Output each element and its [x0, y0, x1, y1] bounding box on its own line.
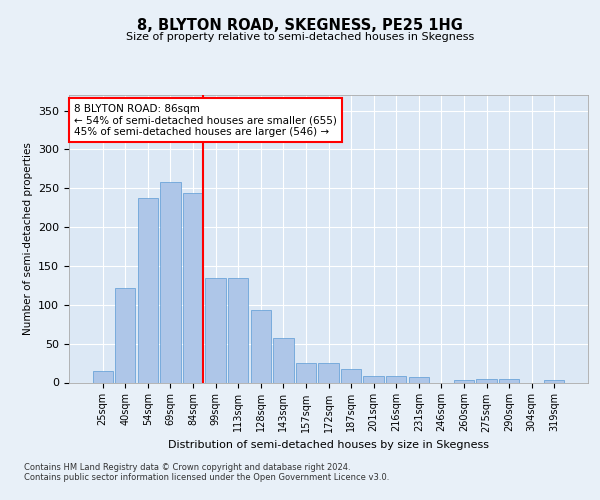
- Bar: [205, 278, 226, 382]
- Text: 8 BLYTON ROAD: 86sqm
← 54% of semi-detached houses are smaller (655)
45% of semi: 8 BLYTON ROAD: 86sqm ← 54% of semi-detac…: [74, 104, 337, 137]
- Bar: [273, 338, 293, 382]
- Text: 8, BLYTON ROAD, SKEGNESS, PE25 1HG: 8, BLYTON ROAD, SKEGNESS, PE25 1HG: [137, 18, 463, 32]
- Bar: [319, 363, 338, 382]
- Bar: [544, 380, 565, 382]
- Bar: [251, 310, 271, 382]
- Text: Contains public sector information licensed under the Open Government Licence v3: Contains public sector information licen…: [24, 474, 389, 482]
- Bar: [138, 198, 158, 382]
- Bar: [92, 371, 113, 382]
- X-axis label: Distribution of semi-detached houses by size in Skegness: Distribution of semi-detached houses by …: [168, 440, 489, 450]
- Bar: [499, 378, 519, 382]
- Bar: [476, 378, 497, 382]
- Bar: [160, 182, 181, 382]
- Bar: [183, 193, 203, 382]
- Bar: [296, 363, 316, 382]
- Bar: [364, 376, 384, 382]
- Bar: [341, 370, 361, 382]
- Bar: [115, 288, 136, 382]
- Bar: [386, 376, 406, 382]
- Bar: [454, 380, 474, 382]
- Text: Size of property relative to semi-detached houses in Skegness: Size of property relative to semi-detach…: [126, 32, 474, 42]
- Y-axis label: Number of semi-detached properties: Number of semi-detached properties: [23, 142, 32, 335]
- Text: Contains HM Land Registry data © Crown copyright and database right 2024.: Contains HM Land Registry data © Crown c…: [24, 462, 350, 471]
- Bar: [228, 278, 248, 382]
- Bar: [409, 377, 429, 382]
